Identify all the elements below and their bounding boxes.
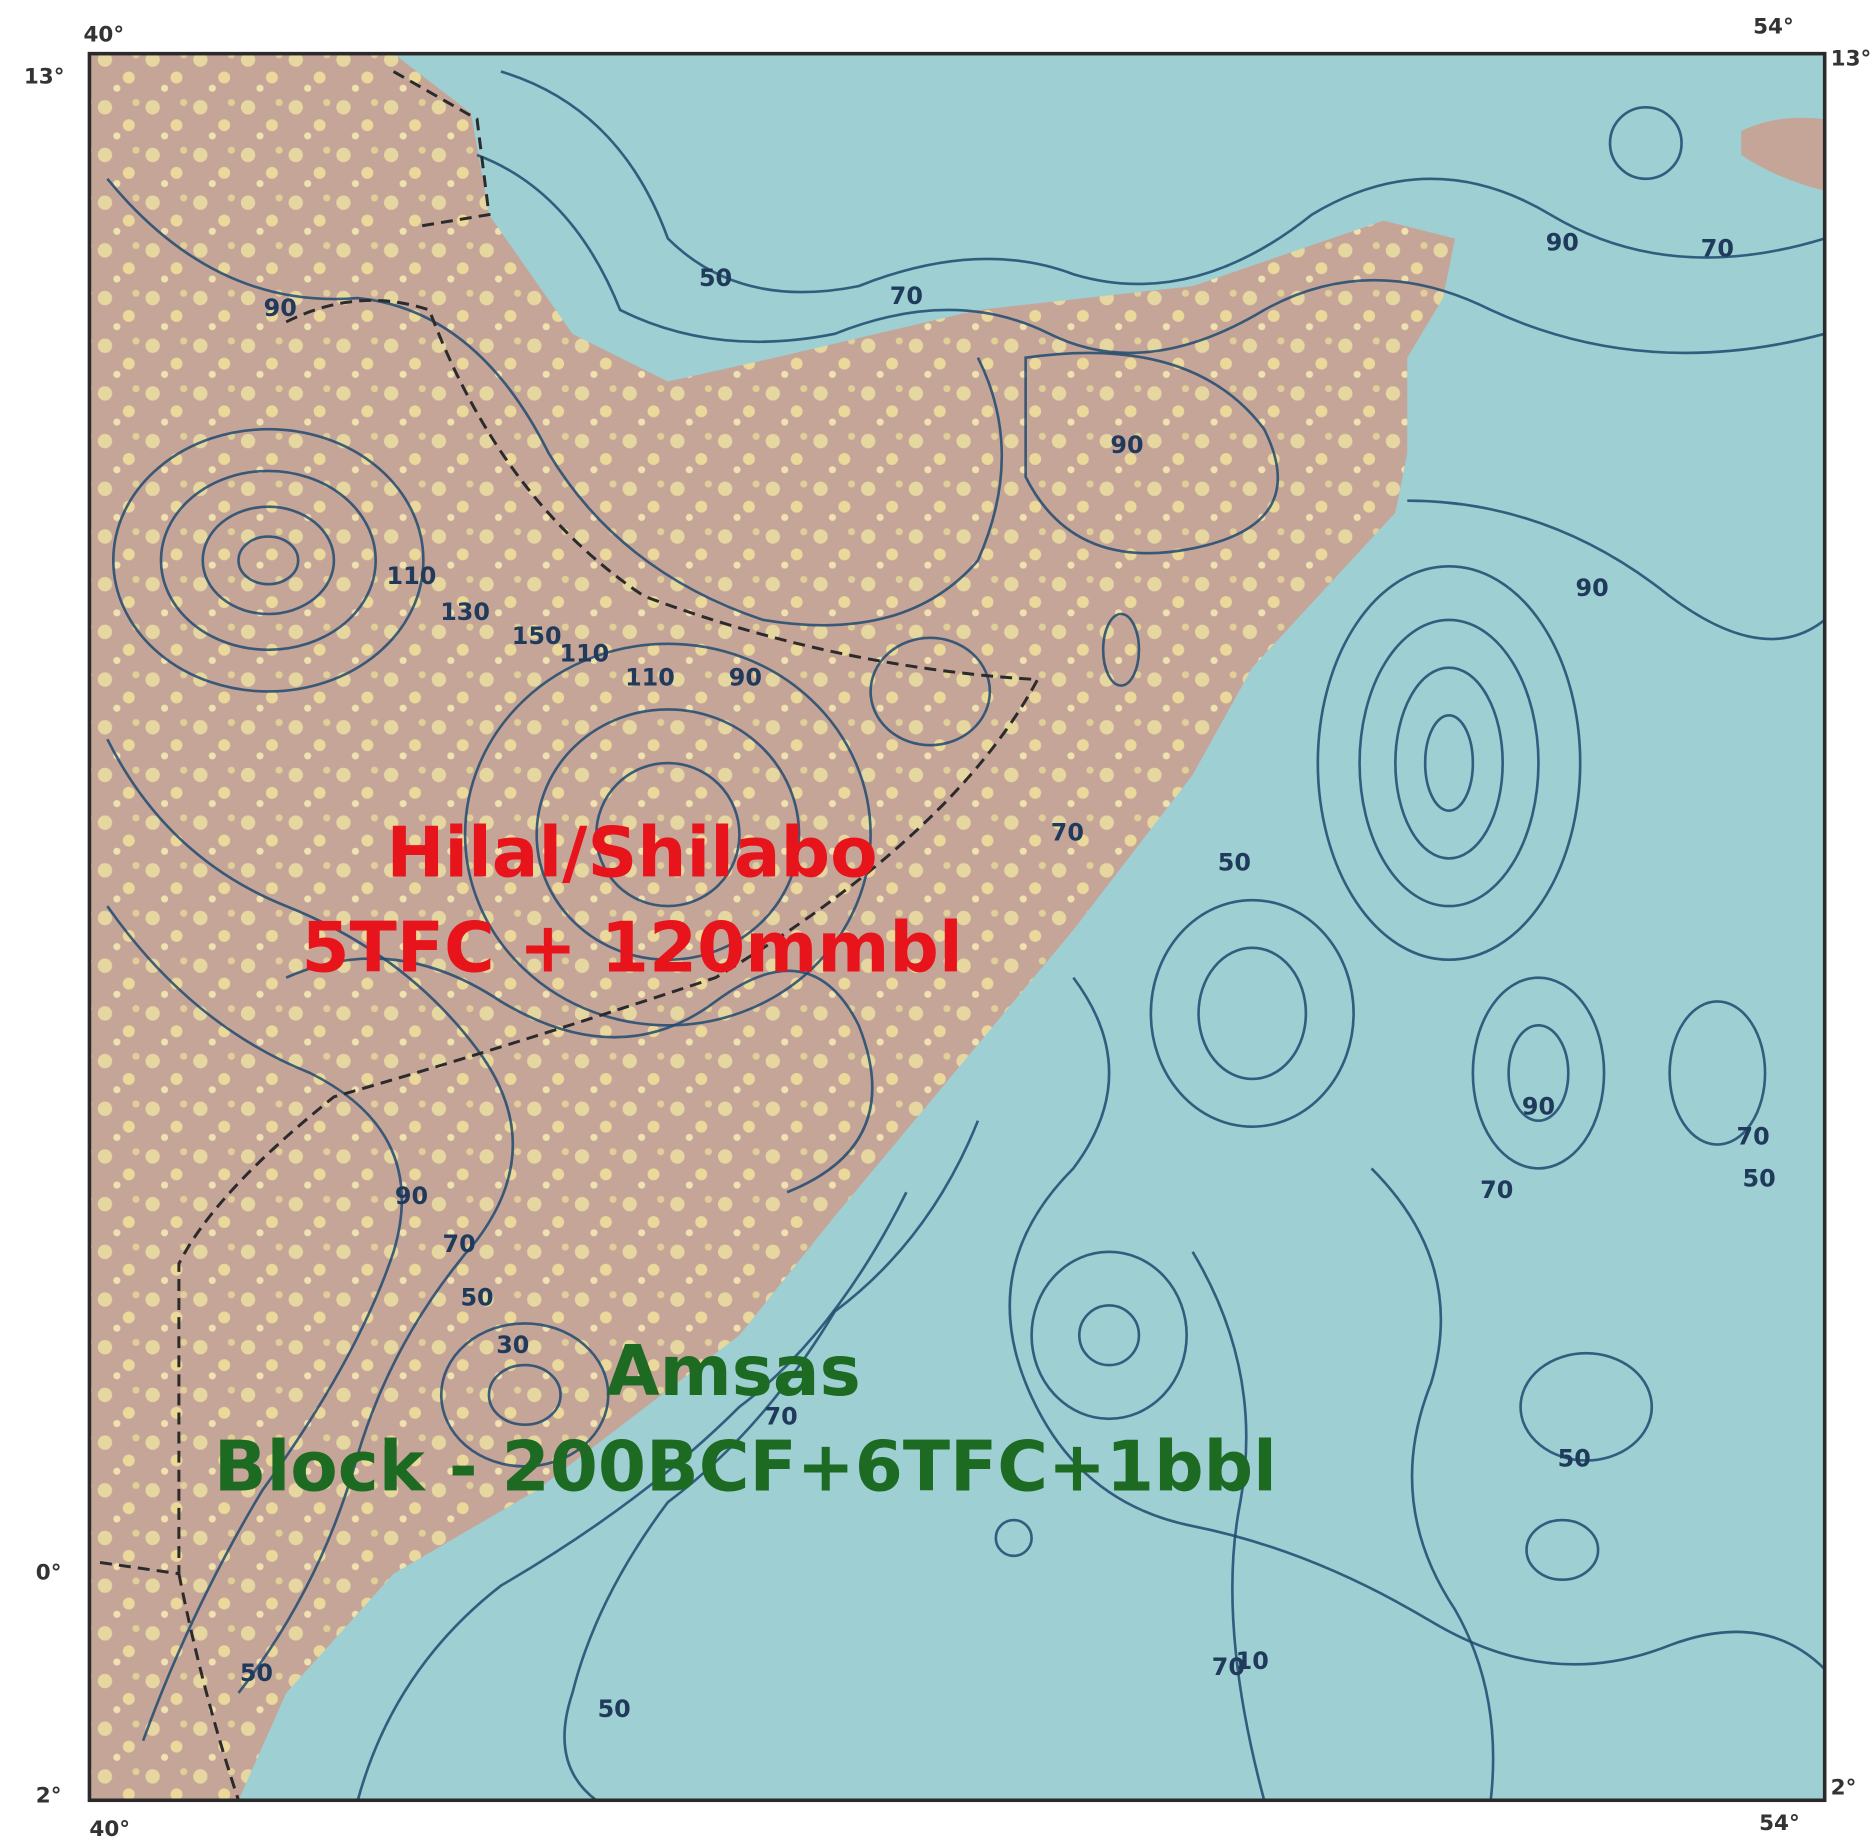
contour-label: 90 — [395, 1182, 428, 1210]
contour-label: 70 — [1480, 1176, 1513, 1204]
contour-label: 70 — [1051, 819, 1084, 847]
corner-label: 2° — [36, 1784, 62, 1809]
contour-label: 70 — [1701, 234, 1734, 262]
contour-label: 150 — [512, 622, 562, 650]
contour-label: 50 — [699, 264, 732, 292]
contour-label: 90 — [729, 664, 762, 692]
contour-label: 90 — [1522, 1093, 1555, 1121]
corner-label: 13° — [1831, 47, 1870, 72]
annotation-text: 5TFC + 120mmbl — [301, 909, 962, 989]
contour-label: 90 — [1110, 431, 1143, 459]
contour-label: 50 — [1558, 1444, 1591, 1472]
contour-label: 50 — [240, 1659, 273, 1687]
contour-label: 90 — [1576, 574, 1609, 602]
corner-label: 0° — [36, 1561, 62, 1586]
corner-label: 40° — [83, 23, 124, 48]
contour-label: 90 — [264, 294, 297, 322]
contour-map: 40° 54° 13° 13° 0° 2° 2° 40° 54° 50 70 90 90 70 90 130… — [0, 0, 1870, 1842]
corner-label: 13° — [24, 64, 65, 89]
annotation-text: Hilal/Shilabo — [387, 813, 878, 893]
corner-label: 54° — [1753, 14, 1794, 39]
contour-label: 30 — [496, 1331, 529, 1359]
contour-label: 70 — [890, 282, 923, 310]
contour-label: 10 — [1236, 1647, 1269, 1675]
contour-label: 50 — [460, 1283, 493, 1311]
page: 40° 54° 13° 13° 0° 2° 2° 40° 54° 50 70 90 90 70 90 130… — [0, 0, 1870, 1842]
contour-label: 110 — [387, 562, 437, 590]
contour-label: 110 — [625, 664, 675, 692]
contour-label: 110 — [559, 640, 609, 668]
annotation-text: Amsas — [606, 1332, 861, 1412]
contour-label: 70 — [1737, 1123, 1770, 1151]
corner-label: 2° — [1831, 1775, 1857, 1800]
contour-label: 50 — [1218, 848, 1251, 876]
annotation-text: Block - 200BCF+6TFC+1bbl — [214, 1427, 1277, 1507]
contour-label: 130 — [440, 598, 490, 626]
contour-label: 70 — [443, 1230, 476, 1258]
corner-label: 40° — [89, 1817, 130, 1842]
contour-label: 50 — [598, 1695, 631, 1723]
contour-label: 50 — [1742, 1164, 1775, 1192]
corner-label: 54° — [1759, 1811, 1800, 1836]
contour-label: 90 — [1546, 228, 1579, 256]
